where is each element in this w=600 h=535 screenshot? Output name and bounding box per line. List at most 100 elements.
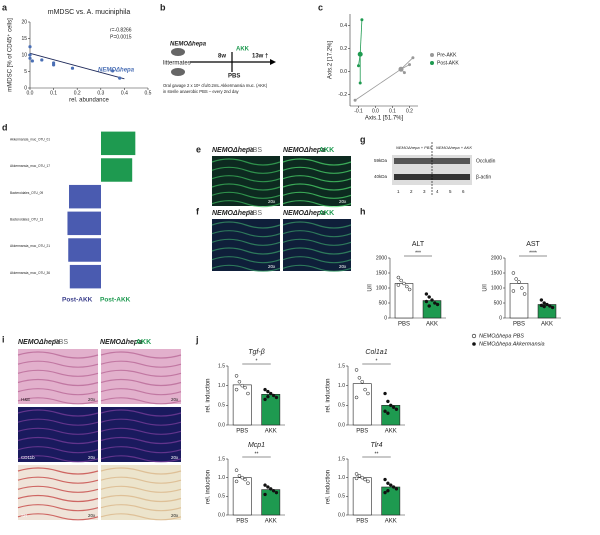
point (246, 391, 250, 396)
label: Tlr4 (370, 442, 382, 449)
x-tick-label: 0.1 (50, 90, 57, 96)
texture (17, 494, 99, 503)
label: 3 (423, 189, 426, 194)
point (243, 385, 247, 390)
label: SR (21, 513, 28, 518)
point (407, 287, 412, 292)
point (237, 474, 242, 478)
point (246, 481, 250, 486)
x-tick-label: 0.3 (97, 90, 104, 96)
y-tick-label: 1500 (491, 270, 502, 276)
panel-letter: d (2, 122, 8, 132)
texture (211, 183, 281, 191)
connector (354, 68, 402, 101)
point (427, 295, 431, 299)
legend-marker (430, 53, 434, 57)
texture (17, 485, 99, 493)
y-tick-label: 0.5 (338, 403, 345, 409)
label: PBS (236, 429, 248, 435)
label: 13w † (252, 54, 268, 60)
y-tick-label: 1.0 (218, 475, 225, 481)
point (243, 477, 247, 482)
y-tick-label: 1000 (491, 285, 502, 291)
legend-label: Post-AKK (62, 297, 93, 304)
panel-letter: f (196, 206, 200, 216)
label: PBS (513, 322, 525, 328)
y-tick-label: 2000 (376, 255, 387, 261)
point (522, 292, 527, 296)
point (366, 479, 370, 484)
bar (101, 158, 133, 182)
label: Axis.1 [51.7%] (365, 116, 404, 122)
label: rel. induction (326, 470, 332, 504)
texture (211, 230, 281, 238)
texture (211, 221, 281, 229)
point (389, 403, 393, 408)
legend-marker (472, 342, 476, 346)
texture (100, 455, 182, 463)
label: Akkermansia_muc_OTU_17 (10, 164, 50, 168)
legend-label: Pre-AKK (437, 52, 457, 58)
texture (282, 191, 352, 199)
panel-letter: h (360, 206, 366, 216)
point (517, 280, 521, 284)
texture (100, 369, 182, 377)
point (433, 301, 437, 305)
texture (282, 256, 352, 264)
point (542, 301, 546, 305)
texture (17, 467, 99, 475)
point (274, 395, 279, 400)
label: mMDSC vs. A. muciniphila (48, 9, 131, 16)
point (363, 387, 367, 392)
point (263, 397, 267, 402)
point (435, 302, 440, 307)
point (28, 45, 32, 49)
label: AKK (385, 429, 397, 435)
point (234, 479, 239, 484)
label: 20x (88, 513, 96, 518)
legend-label: Post-AKK (437, 60, 459, 66)
label: mMDSC [% of CD45⁺ cells] (7, 18, 14, 92)
point (405, 284, 409, 289)
y-tick-label: 0.4 (340, 23, 347, 29)
label: H&E (21, 397, 30, 402)
point (266, 394, 270, 399)
y-tick-label: 20 (21, 19, 27, 25)
point (396, 275, 401, 280)
label: 20x (171, 397, 179, 402)
point (386, 488, 390, 493)
point (402, 281, 406, 286)
kda: 59kDa (374, 158, 388, 163)
label: NEMOΔhepa (283, 210, 325, 217)
panel-letter: g (360, 134, 366, 144)
texture (100, 360, 182, 368)
label: rel. induction (206, 378, 212, 412)
label: Akkermansia_muc_OTU_36 (10, 271, 50, 275)
panel-letter: j (195, 334, 199, 344)
label: 20x (339, 264, 347, 269)
texture (17, 360, 99, 368)
texture (17, 418, 99, 426)
point (396, 283, 401, 287)
label: PBS (236, 519, 248, 525)
point (389, 483, 393, 487)
texture (17, 409, 99, 417)
point (118, 76, 122, 80)
texture (282, 166, 352, 174)
point (408, 63, 411, 67)
panel-letter: a (2, 2, 8, 12)
point (394, 487, 399, 491)
point (427, 304, 431, 308)
label: NEMOΔhepa (18, 339, 60, 346)
point (354, 476, 359, 481)
texture (17, 378, 99, 387)
texture (100, 436, 182, 445)
label: 20x (268, 264, 276, 269)
y-tick-label: 1.5 (338, 363, 345, 369)
label: **** (529, 250, 537, 256)
point (358, 81, 362, 85)
texture (100, 378, 182, 387)
bar (67, 211, 101, 236)
bar (352, 477, 372, 516)
